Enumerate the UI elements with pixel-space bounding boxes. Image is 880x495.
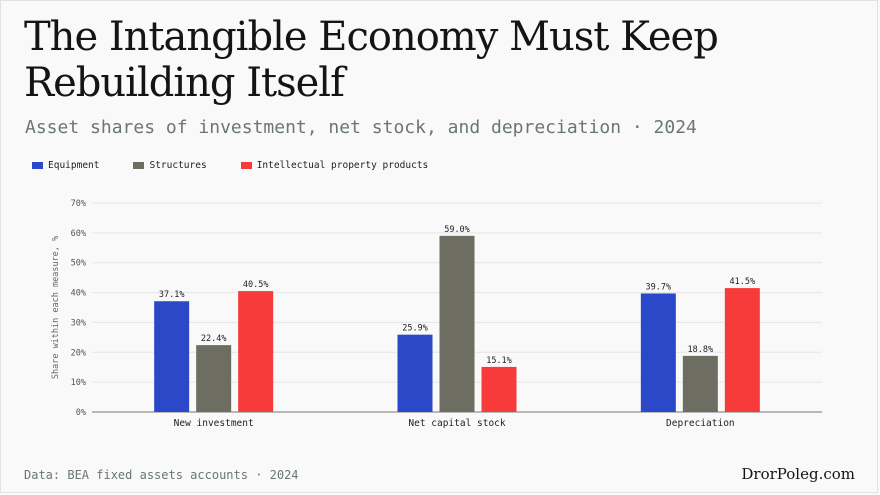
bar	[154, 301, 190, 412]
data-label: 25.9%	[402, 324, 428, 334]
data-label: 39.7%	[646, 282, 672, 292]
y-tick-label: 40%	[71, 289, 86, 299]
bar-chart: 0% 10% 20% 30% 40% 50% 60% 70% Share within each…	[51, 199, 822, 429]
data-label: 37.1%	[159, 290, 185, 300]
legend-swatch-ipp	[240, 161, 252, 169]
bar	[397, 334, 433, 412]
data-label: 59.0%	[444, 225, 470, 235]
x-tick-label: Net capital stock	[408, 418, 506, 429]
legend-label-structures: Structures	[149, 159, 207, 171]
x-tick-label: Depreciation	[666, 418, 735, 429]
legend-swatch-structures	[133, 161, 145, 169]
legend-item-equipment: Equipment	[32, 160, 99, 171]
bar	[640, 293, 676, 412]
bar	[682, 355, 718, 412]
chart-legend: Equipment Structures Intellectual proper…	[32, 158, 462, 172]
y-tick-label: 0%	[76, 408, 86, 418]
legend-swatch-equipment	[32, 161, 43, 169]
y-tick-label: 30%	[71, 318, 86, 328]
brand-link[interactable]: DrorPoleg.com	[741, 465, 855, 483]
bar	[439, 235, 475, 412]
data-label: 18.8%	[688, 345, 714, 355]
data-label: 41.5%	[730, 277, 756, 287]
data-label: 22.4%	[201, 334, 227, 344]
bar	[238, 291, 274, 412]
page-title: The Intangible Economy Must Keep Rebuild…	[24, 14, 719, 106]
data-label: 40.5%	[243, 280, 269, 290]
legend-item-ipp: Intellectual property products	[240, 159, 429, 171]
y-tick-label: 20%	[71, 348, 86, 358]
y-tick-label: 10%	[71, 378, 86, 388]
bar	[724, 288, 760, 412]
data-label: 15.1%	[486, 356, 512, 366]
y-tick-label: 50%	[71, 259, 86, 269]
y-tick-label: 70%	[71, 199, 86, 209]
y-tick-label: 60%	[71, 229, 86, 239]
legend-label-ipp: Intellectual property products	[256, 159, 429, 171]
legend-item-structures: Structures	[133, 159, 207, 171]
data-source-note: Data: BEA fixed assets accounts · 2024	[24, 468, 299, 482]
bar	[196, 345, 232, 412]
y-axis-label: Share within each measure, %	[51, 236, 61, 379]
x-tick-label: New investment	[174, 418, 254, 429]
legend-label-equipment: Equipment	[48, 159, 100, 171]
bar	[481, 366, 517, 412]
page-subtitle: Asset shares of investment, net stock, a…	[25, 117, 697, 138]
